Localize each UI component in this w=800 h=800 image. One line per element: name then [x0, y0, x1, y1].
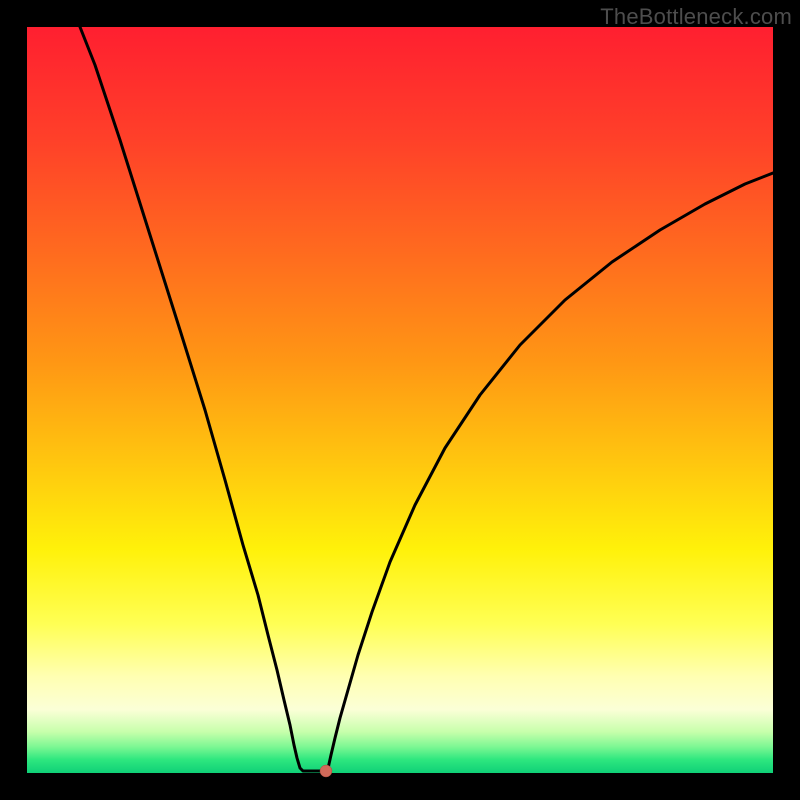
chart-container: TheBottleneck.com [0, 0, 800, 800]
watermark-text: TheBottleneck.com [600, 4, 792, 30]
chart-gradient-background [27, 27, 773, 773]
bottleneck-chart [0, 0, 800, 800]
optimal-point-marker [320, 765, 332, 777]
